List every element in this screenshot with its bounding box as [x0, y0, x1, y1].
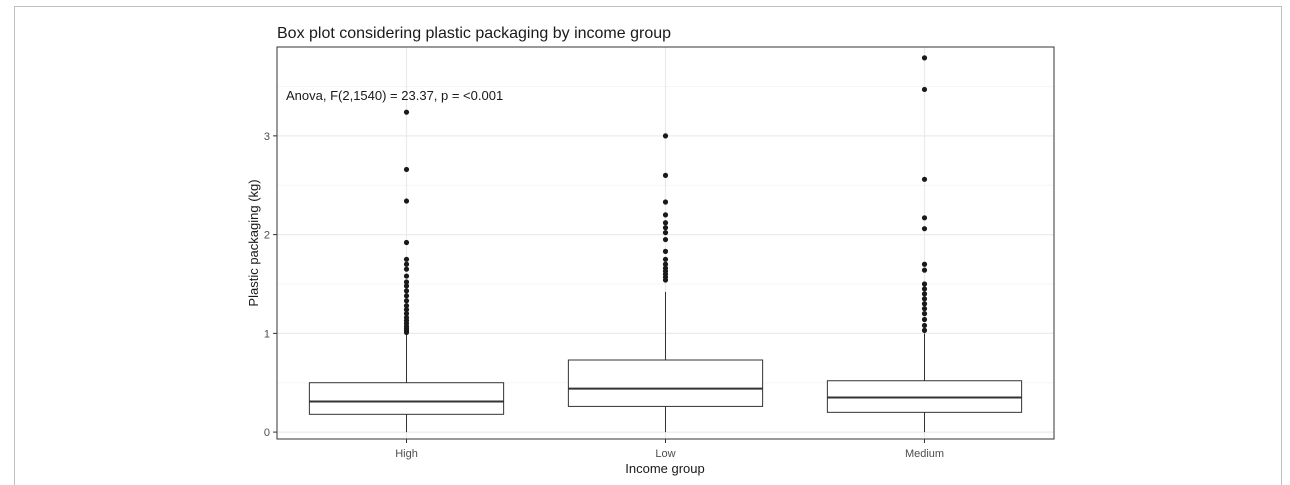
x-tick-label: Medium [905, 448, 944, 460]
anova-annotation: Anova, F(2,1540) = 23.37, p = <0.001 [286, 88, 503, 103]
outlier-point [921, 215, 928, 221]
outlier-point [403, 293, 410, 299]
outlier-point [662, 230, 669, 236]
outlier-point [662, 212, 669, 218]
figure-frame-top [14, 6, 1282, 7]
outlier-point [662, 172, 669, 178]
outlier-point [921, 226, 928, 232]
outlier-point [662, 225, 669, 231]
outlier-point [662, 256, 669, 262]
outlier-point [403, 273, 410, 279]
x-axis-title: Income group [625, 461, 705, 476]
outlier-point [403, 303, 410, 309]
outlier-point [921, 86, 928, 93]
y-tick-label: 0 [264, 427, 270, 439]
outlier-point [403, 256, 410, 262]
outliers-layer [403, 55, 928, 335]
outlier-point [662, 133, 669, 139]
outlier-point [662, 236, 669, 243]
outlier-point [921, 281, 928, 287]
outlier-point [921, 327, 928, 333]
outlier-point [403, 166, 410, 173]
box-iqr [567, 359, 764, 407]
outlier-point [921, 316, 928, 323]
figure-frame-left [14, 6, 15, 485]
outlier-point [921, 286, 928, 292]
outlier-point [403, 283, 410, 289]
y-axis-title: Plastic packaging (kg) [246, 179, 261, 306]
outlier-point [921, 301, 928, 307]
outlier-point [662, 265, 669, 271]
outlier-point [662, 199, 669, 205]
outlier-point [403, 279, 410, 285]
box-iqr [308, 382, 505, 415]
outlier-point [921, 176, 928, 182]
y-tick-label: 1 [264, 328, 270, 340]
figure-frame-right [1281, 6, 1282, 485]
y-tick-label: 3 [264, 131, 270, 143]
outlier-point [921, 267, 928, 273]
outlier-point [921, 291, 928, 297]
outlier-point [403, 288, 410, 294]
box-group-high [308, 334, 505, 433]
outlier-point [921, 261, 928, 267]
outlier-point [662, 220, 669, 226]
axis-ticks: 0 1 2 3 High Low Medium [264, 131, 944, 460]
outlier-point [403, 239, 410, 246]
outlier-point [403, 307, 410, 313]
outlier-point [403, 198, 410, 204]
outlier-point [921, 296, 928, 302]
outlier-point [403, 310, 410, 317]
outlier-point [662, 248, 669, 254]
outlier-point [921, 55, 928, 61]
outlier-point [403, 261, 410, 267]
box-group-medium [826, 333, 1023, 433]
box-group-low [567, 291, 764, 433]
chart-title: Box plot considering plastic packaging b… [277, 25, 671, 42]
outlier-point [403, 314, 410, 321]
x-tick-label: High [395, 448, 418, 460]
boxes-layer [308, 291, 1023, 433]
y-tick-label: 2 [264, 230, 270, 242]
outlier-point [921, 310, 928, 317]
outlier-point [403, 266, 410, 272]
outlier-point [403, 109, 410, 115]
x-tick-label: Low [655, 448, 675, 460]
outlier-point [921, 306, 928, 312]
outlier-point [662, 261, 669, 267]
outlier-point [403, 298, 410, 304]
outlier-point [921, 322, 928, 329]
